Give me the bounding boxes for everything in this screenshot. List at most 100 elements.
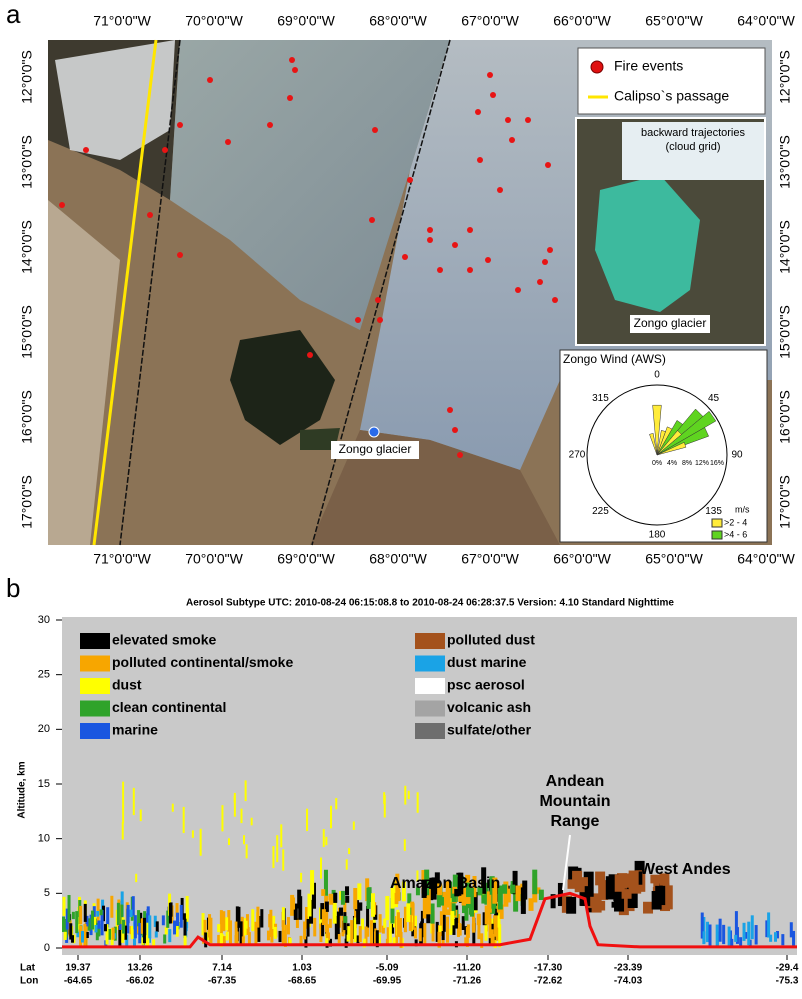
aerosol-layer bbox=[132, 787, 135, 816]
annotation: Andean bbox=[546, 773, 605, 790]
aerosol-layer bbox=[139, 809, 142, 822]
aerosol-layer bbox=[121, 822, 124, 840]
aerosol-layer bbox=[461, 916, 465, 930]
aerosol-layer bbox=[146, 922, 150, 943]
fire-event bbox=[289, 57, 295, 63]
fire-event bbox=[287, 95, 293, 101]
fire-event bbox=[509, 137, 515, 143]
aerosol-layer bbox=[445, 909, 451, 916]
aerosol-layer bbox=[492, 877, 498, 904]
aerosol-layer bbox=[585, 896, 596, 909]
inset-title: (cloud grid) bbox=[665, 141, 720, 153]
aerosol-layer bbox=[350, 920, 354, 946]
rose-title: Zongo Wind (AWS) bbox=[563, 352, 666, 366]
aerosol-layer bbox=[420, 910, 424, 938]
aerosol-layer bbox=[119, 904, 123, 920]
inset-label-box bbox=[622, 122, 764, 180]
aerosol-layer bbox=[550, 894, 556, 909]
legend-label: clean continental bbox=[112, 699, 226, 715]
aerosol-layer bbox=[418, 928, 422, 942]
aerosol-layer bbox=[410, 901, 415, 908]
aerosol-layer bbox=[182, 806, 185, 834]
aerosol-layer bbox=[199, 828, 202, 856]
aerosol-layer bbox=[352, 821, 355, 830]
aerosol-layer bbox=[464, 937, 468, 946]
aerosol-layer bbox=[366, 906, 370, 928]
aerosol-layer bbox=[662, 885, 673, 910]
aerosol-layer bbox=[154, 931, 158, 938]
aerosol-layer bbox=[416, 870, 419, 882]
aerosol-layer bbox=[452, 918, 456, 935]
aerosol-layer bbox=[321, 889, 326, 896]
aerosol-layer bbox=[448, 895, 453, 915]
lon-label: -75.3 bbox=[776, 976, 799, 987]
aerosol-layer bbox=[466, 924, 470, 938]
aerosol-layer bbox=[91, 910, 95, 930]
aerosol-layer bbox=[201, 913, 205, 936]
y-tick-label: 10 bbox=[38, 833, 50, 845]
aerosol-layer bbox=[628, 870, 639, 893]
fire-event bbox=[292, 67, 298, 73]
aerosol-layer bbox=[490, 923, 494, 930]
aerosol-layer bbox=[247, 932, 251, 945]
aerosol-layer bbox=[234, 921, 238, 939]
aerosol-layer bbox=[577, 877, 588, 887]
lon-label: 68°0'0"W bbox=[369, 551, 427, 567]
rose-scale: 8% bbox=[682, 460, 692, 467]
aerosol-layer bbox=[299, 935, 303, 944]
lat-label: 19.37 bbox=[65, 963, 90, 974]
y-tick-label: 5 bbox=[44, 887, 50, 899]
rose-ring bbox=[586, 384, 728, 526]
aerosol-layer bbox=[175, 925, 179, 937]
fire-event bbox=[225, 139, 231, 145]
aerosol-layer bbox=[481, 894, 487, 904]
aerosol-layer bbox=[354, 901, 358, 929]
aerosol-layer bbox=[480, 933, 484, 948]
legend-label: Calipso`s passage bbox=[614, 88, 729, 104]
aerosol-layer bbox=[295, 918, 299, 928]
aerosol-layer bbox=[250, 817, 253, 826]
fire-event bbox=[147, 212, 153, 218]
aerosol-layer bbox=[503, 881, 509, 907]
fire-event bbox=[375, 297, 381, 303]
lon-label: 64°0'0"W bbox=[737, 551, 795, 567]
aerosol-layer bbox=[520, 887, 526, 914]
aerosol-layer bbox=[411, 928, 415, 937]
legend-swatch bbox=[80, 723, 110, 739]
aerosol-layer bbox=[465, 897, 471, 904]
aerosol-layer bbox=[254, 921, 258, 945]
aerosol-layer bbox=[272, 915, 276, 937]
aerosol-layer bbox=[457, 922, 461, 931]
aerosol-layer bbox=[245, 844, 248, 859]
rose-petal bbox=[656, 430, 682, 456]
aerosol-layer bbox=[378, 914, 382, 933]
aerosol-layer bbox=[96, 898, 100, 923]
lon-label: -67.35 bbox=[208, 976, 237, 987]
lon-label: 69°0'0"W bbox=[277, 13, 335, 29]
aerosol-layer bbox=[81, 931, 85, 943]
panel-label: a bbox=[6, 0, 21, 29]
aerosol-layer bbox=[138, 922, 142, 944]
aerosol-layer bbox=[87, 918, 91, 931]
fire-event bbox=[437, 267, 443, 273]
aerosol-layer bbox=[183, 935, 187, 948]
aerosol-layer bbox=[498, 924, 502, 948]
aerosol-layer bbox=[322, 829, 325, 847]
lon-label: 66°0'0"W bbox=[553, 13, 611, 29]
aerosol-layer bbox=[62, 916, 66, 933]
aerosol-layer bbox=[414, 939, 418, 947]
aerosol-layer bbox=[390, 898, 395, 924]
aerosol-layer bbox=[140, 918, 144, 934]
aerosol-layer bbox=[108, 929, 112, 940]
aerosol-layer bbox=[386, 927, 390, 943]
lat-label: 16°0'0"S bbox=[19, 390, 35, 444]
rose-direction: 315 bbox=[592, 393, 609, 404]
aerosol-layer bbox=[282, 849, 285, 871]
aerosol-layer bbox=[423, 923, 427, 945]
aerosol-layer bbox=[767, 912, 771, 938]
aerosol-layer bbox=[276, 835, 279, 863]
aerosol-layer bbox=[126, 904, 130, 924]
panel-label: b bbox=[6, 573, 20, 603]
aerosol-layer bbox=[336, 911, 340, 935]
aerosol-layer bbox=[442, 906, 446, 932]
